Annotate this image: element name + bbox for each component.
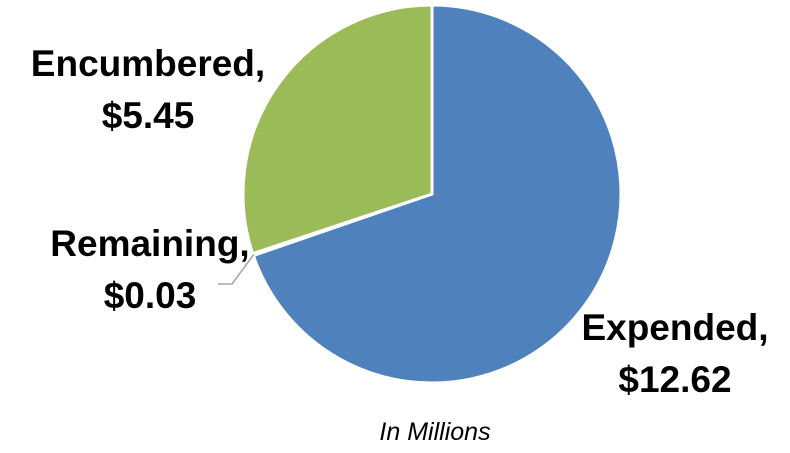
data-label-expended-value: $12.62 <box>618 359 732 400</box>
data-label-remaining-value: $0.03 <box>103 275 197 316</box>
pie-slice-encumbered <box>241 3 434 256</box>
pie-slices <box>241 3 623 385</box>
data-label-encumbered-name: Encumbered, <box>30 43 266 84</box>
data-label-expended-name: Expended, <box>581 307 769 348</box>
data-label-expended: Expended, $12.62 <box>560 302 790 406</box>
data-label-encumbered-value: $5.45 <box>101 95 195 136</box>
remaining-leader-line <box>218 253 255 285</box>
data-label-remaining: Remaining, $0.03 <box>20 218 280 322</box>
data-label-encumbered: Encumbered, $5.45 <box>8 38 288 142</box>
units-note: In Millions <box>379 418 491 446</box>
pie-slice-expended <box>251 3 623 385</box>
data-label-remaining-name: Remaining, <box>50 223 250 264</box>
